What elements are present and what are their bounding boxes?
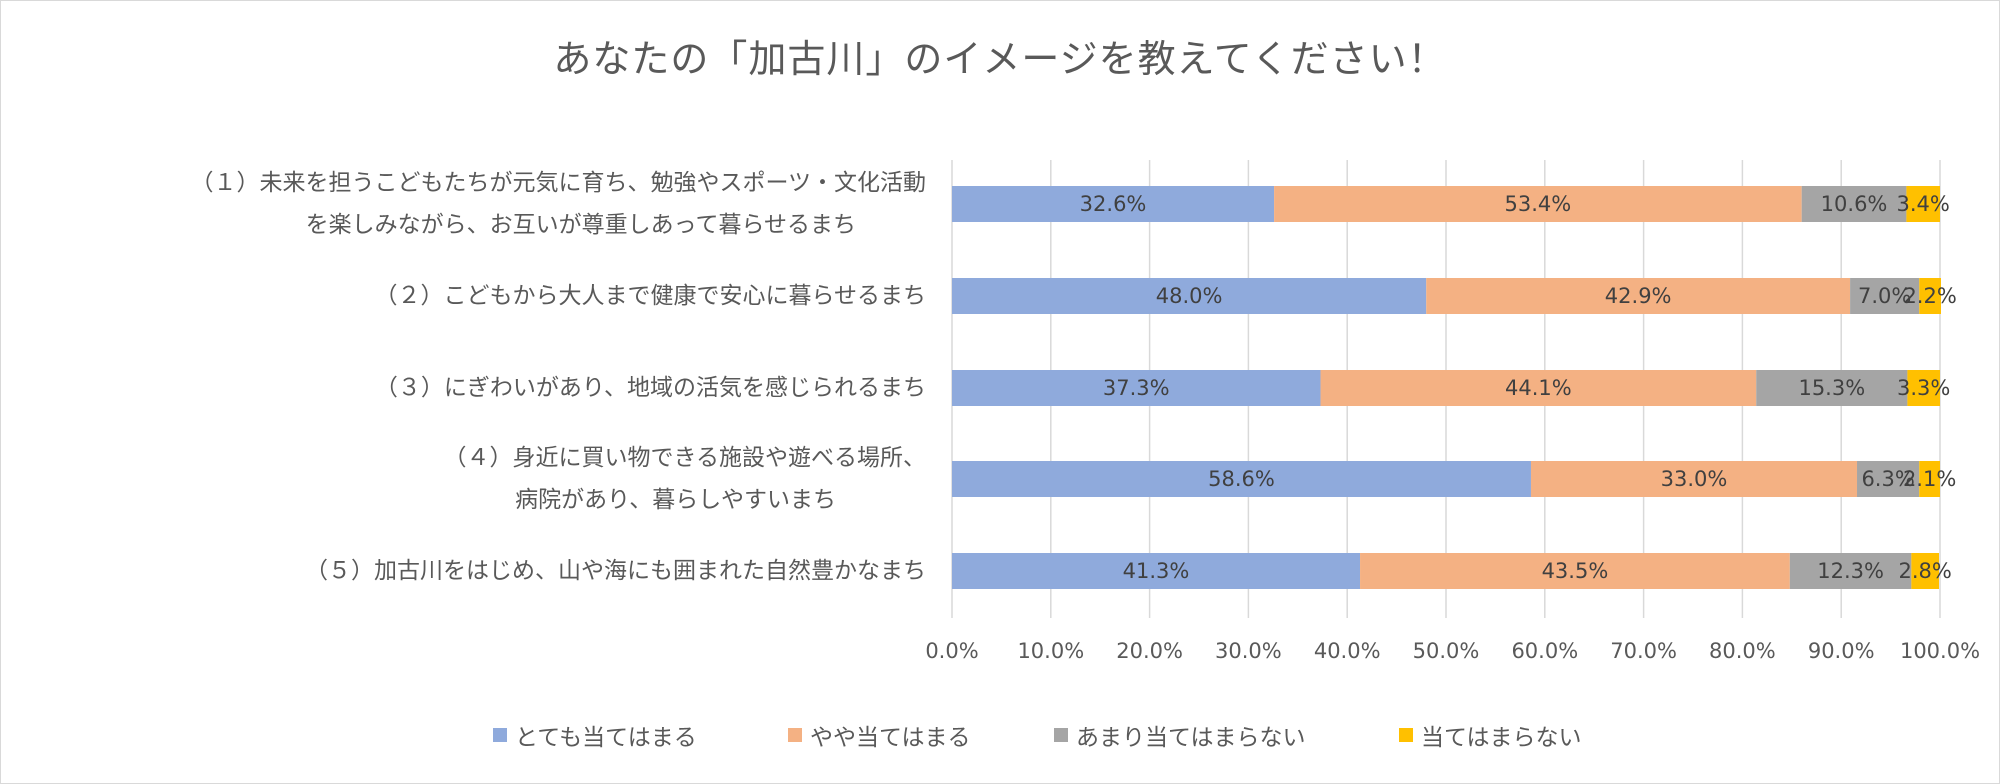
category-label: （１）未来を担うこどもたちが元気に育ち、勉強やスポーツ・文化活動を楽しみながら、… [26, 162, 926, 246]
data-label: 2.2% [1903, 284, 1956, 308]
x-tick-label: 100.0% [1900, 639, 1980, 663]
bar-segment [1911, 553, 1940, 589]
category-label-line: （２）こどもから大人まで健康で安心に暮らせるまち [374, 283, 926, 309]
x-tick-label: 80.0% [1709, 639, 1776, 663]
x-tick-label: 30.0% [1215, 639, 1282, 663]
data-label: 33.0% [1661, 467, 1728, 491]
bar-segment [1919, 461, 1940, 497]
bar-segment [1530, 461, 1858, 497]
bar-segment [1907, 370, 1940, 406]
legend-label: とても当てはまる [515, 725, 697, 751]
data-label: 32.6% [1080, 192, 1147, 216]
bar-segment [1857, 461, 1920, 497]
bar-segment [1756, 370, 1908, 406]
bar-segment [1320, 370, 1757, 406]
bar-segment [1801, 186, 1907, 222]
legend: とても当てはまる やや当てはまる あまり当てはまらない 当てはまらない [0, 718, 2000, 751]
bar-segment [1850, 278, 1920, 314]
data-label: 58.6% [1208, 467, 1275, 491]
bar-segment [952, 186, 1275, 222]
x-tick-label: 70.0% [1610, 639, 1677, 663]
legend-item: 当てはまらない [1399, 718, 1582, 752]
x-tick-label: 50.0% [1413, 639, 1480, 663]
bar-segment [1360, 553, 1790, 589]
data-label: 44.1% [1505, 376, 1572, 400]
data-label: 37.3% [1103, 376, 1170, 400]
data-label: 43.5% [1542, 559, 1609, 583]
legend-swatch [788, 728, 802, 742]
bar-segment [952, 370, 1321, 406]
bar-segment [952, 553, 1361, 589]
x-tick-label: 90.0% [1808, 639, 1875, 663]
data-label: 2.1% [1903, 467, 1956, 491]
data-label: 2.8% [1899, 559, 1952, 583]
legend-label: やや当てはまる [810, 725, 971, 751]
x-tick-label: 20.0% [1116, 639, 1183, 663]
legend-label: あまり当てはまらない [1076, 725, 1306, 751]
data-label: 3.4% [1897, 192, 1950, 216]
bar-segment [1906, 186, 1940, 222]
bar-segment [1789, 553, 1912, 589]
data-label: 53.4% [1505, 192, 1572, 216]
data-label: 12.3% [1817, 559, 1884, 583]
legend-swatch [1054, 728, 1068, 742]
category-label: （３）にぎわいがあり、地域の活気を感じられるまち [26, 367, 926, 409]
data-label: 3.3% [1897, 376, 1950, 400]
category-label-line: （５）加古川をはじめ、山や海にも囲まれた自然豊かなまち [305, 558, 926, 584]
data-label: 10.6% [1821, 192, 1888, 216]
category-label: （２）こどもから大人まで健康で安心に暮らせるまち [26, 275, 926, 317]
x-tick-label: 0.0% [925, 639, 978, 663]
legend-swatch [1399, 728, 1413, 742]
data-label: 7.0% [1858, 284, 1911, 308]
category-label-line: 病院があり、暮らしやすいまち [515, 487, 836, 513]
bar-segment [952, 461, 1531, 497]
category-label-line: （４）身近に買い物できる施設や遊べる場所、 [443, 445, 926, 471]
category-label: （４）身近に買い物できる施設や遊べる場所、病院があり、暮らしやすいまち [26, 437, 926, 521]
bar-segment [952, 278, 1427, 314]
data-label: 41.3% [1123, 559, 1190, 583]
category-label-line: を楽しみながら、お互いが尊重しあって暮らせるまち [305, 212, 856, 238]
legend-label: 当てはまらない [1421, 725, 1582, 751]
x-tick-label: 10.0% [1017, 639, 1084, 663]
bar-segment [1274, 186, 1802, 222]
data-label: 48.0% [1156, 284, 1223, 308]
legend-item: やや当てはまる [788, 718, 971, 752]
legend-item: とても当てはまる [493, 718, 697, 752]
category-label-line: （３）にぎわいがあり、地域の活気を感じられるまち [374, 375, 926, 401]
x-tick-label: 40.0% [1314, 639, 1381, 663]
data-label: 15.3% [1798, 376, 1865, 400]
legend-swatch [493, 728, 507, 742]
legend-item: あまり当てはまらない [1054, 718, 1306, 752]
bar-segment [1426, 278, 1851, 314]
bar-segment [1919, 278, 1941, 314]
chart-title: あなたの「加古川」のイメージを教えてください！ [553, 37, 1447, 81]
data-label: 6.3% [1861, 467, 1914, 491]
category-label: （５）加古川をはじめ、山や海にも囲まれた自然豊かなまち [26, 550, 926, 592]
data-label: 42.9% [1605, 284, 1672, 308]
x-tick-label: 60.0% [1511, 639, 1578, 663]
category-label-line: （１）未来を担うこどもたちが元気に育ち、勉強やスポーツ・文化活動 [190, 170, 926, 196]
